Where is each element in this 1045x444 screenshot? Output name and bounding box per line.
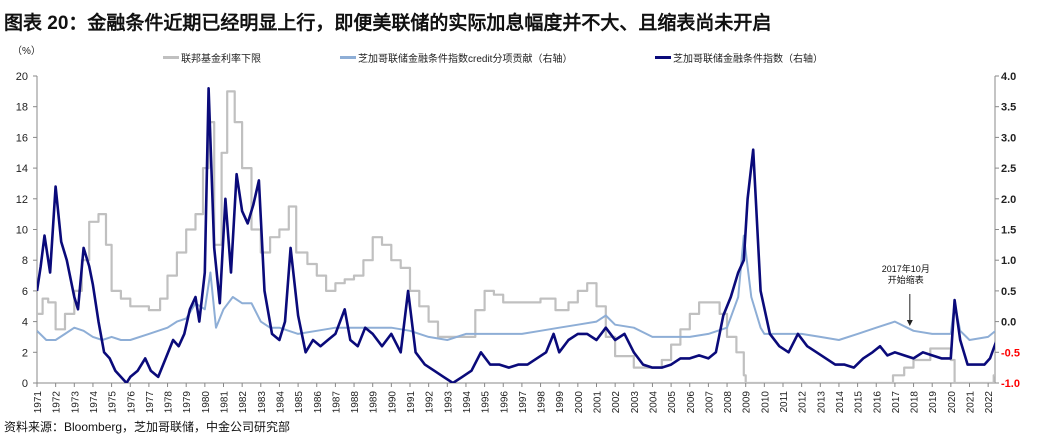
x-tick-label: 1993 [443,391,454,414]
left-tick-label: 20 [16,71,28,83]
legend-item-credit: 芝加哥联储金融条件指数credit分项贡献（右轴） [340,50,572,65]
x-tick-label: 2000 [574,391,585,414]
x-tick-label: 1977 [145,391,156,414]
x-tick-label: 1989 [369,391,380,414]
x-tick-label: 2003 [630,391,641,414]
right-tick-label: 2.5 [1001,163,1016,175]
x-tick-label: 2002 [611,391,622,414]
x-tick-label: 1986 [313,391,324,414]
right-tick-label: 3.0 [1001,132,1016,144]
right-tick-label: 4.0 [1001,71,1016,83]
x-tick-label: 1985 [294,391,305,414]
x-tick-label: 2021 [966,391,977,414]
nfci-line [37,87,995,383]
credit-subindex-line [37,234,995,341]
x-tick-label: 1995 [481,391,492,414]
x-tick-label: 2006 [686,391,697,414]
left-axis-unit: （%） [12,46,41,57]
right-tick-label: 1.0 [1001,255,1016,267]
x-tick-label: 1990 [387,391,398,414]
x-tick-label: 1982 [238,391,249,414]
x-tick-label: 1999 [555,391,566,414]
right-tick-label: 0.5 [1001,286,1016,298]
left-tick-label: 14 [16,163,28,175]
left-tick-label: 10 [16,225,28,237]
left-tick-label: 4 [22,317,28,329]
annotation-arrow-icon [906,320,913,326]
x-tick-label: 2010 [760,391,771,414]
x-tick-label: 2022 [984,391,995,414]
x-tick-label: 1983 [257,391,268,414]
x-tick-label: 2020 [947,391,958,414]
x-tick-label: 2005 [667,391,678,414]
x-tick-label: 2008 [723,391,734,414]
x-tick-label: 1998 [537,391,548,414]
left-tick-label: 0 [22,378,28,390]
x-tick-label: 1975 [108,391,119,414]
x-tick-label: 1972 [52,391,63,414]
source-note: 资料来源：Bloomberg，芝加哥联储，中金公司研究部 [4,420,291,434]
right-tick-label: 3.5 [1001,102,1016,114]
x-tick-label: 2015 [854,391,865,414]
x-tick-label: 2014 [835,391,846,414]
annotation-line2: 开始缩表 [888,274,924,285]
fed-funds-line [37,90,995,383]
x-tick-label: 1996 [499,391,510,414]
left-tick-label: 2 [22,347,28,359]
left-tick-label: 6 [22,286,28,298]
left-tick-label: 12 [16,194,28,206]
x-tick-label: 2007 [704,391,715,414]
x-tick-label: 1997 [518,391,529,414]
x-tick-label: 1987 [331,391,342,414]
legend-label: 芝加哥联储金融条件指数credit分项贡献（右轴） [358,54,573,65]
right-tick-label: -1.0 [1001,378,1020,390]
x-tick-label: 2013 [816,391,827,414]
x-tick-label: 1994 [462,391,473,414]
x-tick-label: 2001 [593,391,604,414]
annotation-line1: 2017年10月 [882,263,930,274]
left-tick-label: 8 [22,255,28,267]
x-tick-label: 1971 [33,391,44,414]
legend-item-fed-funds: 联邦基金利率下限 [163,50,261,65]
x-tick-label: 1980 [201,391,212,414]
x-tick-label: 1976 [126,391,137,414]
x-tick-label: 1979 [182,391,193,414]
x-tick-label: 1984 [275,391,286,414]
x-tick-label: 2019 [928,391,939,414]
x-tick-label: 2016 [872,391,883,414]
x-tick-label: 2011 [779,391,790,413]
x-tick-label: 1991 [406,391,417,414]
left-tick-label: 16 [16,132,28,144]
x-tick-label: 2004 [648,391,659,414]
right-tick-label: -0.5 [1001,347,1020,359]
legend-item-nfci: 芝加哥联储金融条件指数（右轴） [655,50,823,65]
x-tick-label: 1988 [350,391,361,414]
x-tick-label: 2012 [798,391,809,414]
right-tick-label: 0.0 [1001,317,1016,329]
right-tick-label: 2.0 [1001,194,1016,206]
x-tick-label: 2017 [891,391,902,414]
x-tick-label: 1974 [89,391,100,414]
x-tick-label: 1981 [220,391,231,414]
legend-label: 芝加哥联储金融条件指数（右轴） [673,54,823,65]
chart-title: 图表 20：金融条件近期已经明显上行，即便美联储的实际加息幅度并不大、且缩表尚未… [4,13,772,34]
x-tick-label: 1992 [425,391,436,414]
x-tick-label: 1978 [164,391,175,414]
legend-label: 联邦基金利率下限 [181,54,261,65]
left-tick-label: 18 [16,102,28,114]
x-tick-label: 1973 [70,391,81,414]
x-tick-label: 2009 [742,391,753,414]
right-tick-label: 1.5 [1001,225,1016,237]
x-tick-label: 2018 [910,391,921,414]
